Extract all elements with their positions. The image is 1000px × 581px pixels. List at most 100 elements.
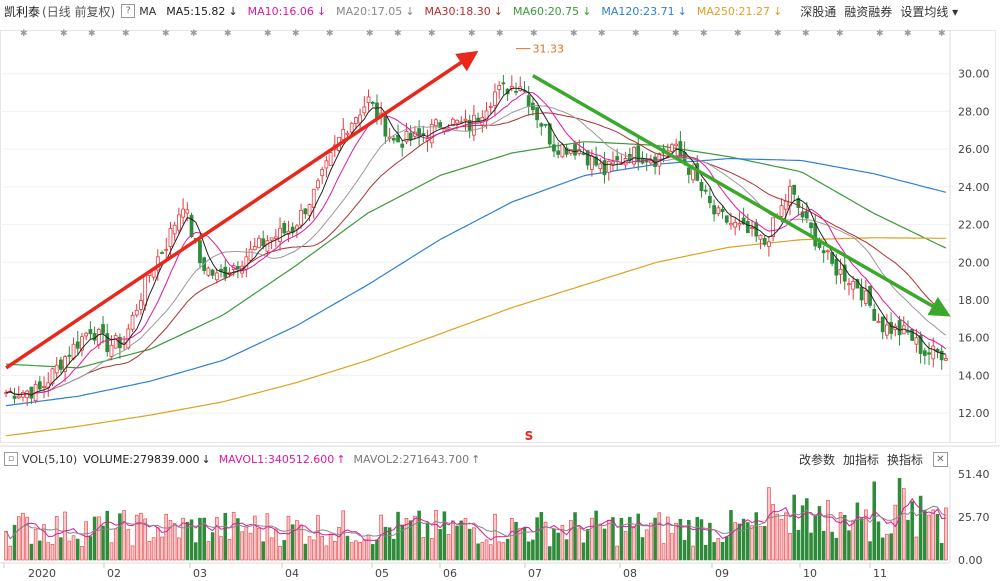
event-marker: ✱ [394,29,402,39]
volume-bar [379,514,383,561]
volume-bar [202,517,206,561]
candle-body [37,381,42,390]
volume-bar [21,512,25,561]
volume-bar [758,526,763,561]
volume-indicator[interactable]: VOL(5,10) [22,452,78,466]
candle-body [455,119,459,124]
volume-bar [480,542,485,561]
volume-bar [231,511,236,561]
candle-body [602,160,607,175]
volume-bar [623,531,628,561]
arrow-down-icon: ↓ [228,4,238,18]
edit-params-button[interactable]: 改参数 [798,452,835,467]
candle-body [206,267,211,276]
margin-trading-button[interactable]: 融资融券 [844,4,893,19]
arrow-down-icon: ↓ [405,4,415,18]
volume-bar [708,522,712,561]
candle-body [729,222,733,226]
chart-mode[interactable]: (日线 前复权) [42,4,116,19]
volume-bar [779,518,784,561]
volume-bar [193,542,198,561]
candle-body [450,118,455,126]
help-icon[interactable]: ? [121,4,136,18]
candle-body [408,132,413,141]
add-indicator-button[interactable]: 加指标 [842,452,879,467]
volume-bar [8,545,13,561]
shenzhen-connect-button[interactable]: 深股通 [800,4,837,19]
candle-body [817,242,822,248]
candle-body [50,368,55,385]
volume-bar [236,518,240,561]
close-icon[interactable]: ✕ [933,451,948,467]
volume-bar [876,521,881,561]
candle-body [345,132,350,136]
volume-bar [278,545,282,561]
volume-bar [644,529,649,561]
volume-bar [143,518,147,561]
candle-body [914,337,919,345]
volume-bar [569,520,573,561]
x-tick-label: 08 [623,567,637,580]
volume-bar [413,515,417,561]
volume-bar [295,520,299,561]
volume-bar [476,543,480,561]
switch-indicator-button[interactable]: 换指标 [886,452,923,467]
mavol2-arrow: ↑ [471,452,481,466]
candle-body [809,222,813,229]
candle-body [788,185,792,207]
candle-body [632,146,636,165]
volume-bar [750,525,754,561]
ma-legend-item: MA60:20.75 ↓ [513,5,591,18]
x-tick-label: 06 [443,567,457,580]
candle-body [733,221,738,228]
volume-collapse-icon[interactable]: ▫ [4,452,18,466]
volume-bar [497,541,501,561]
volume-bar [762,525,767,561]
volume-bar [164,513,169,561]
x-tick-label: 05 [375,567,389,580]
volume-bar [446,534,451,561]
volume-bar [320,536,324,561]
volume-bar [526,541,531,561]
stock-name[interactable]: 凯利泰 [4,4,41,19]
candle-body [636,145,641,163]
volume-bar [674,522,678,561]
candle-body [265,240,270,252]
volume-bar [257,527,261,561]
volume-bar [805,498,809,561]
volume-bar [333,540,337,561]
volume-bar [134,514,139,561]
volume-bar [80,546,84,561]
mavol1-arrow: ↑ [336,452,346,466]
volume-bar [813,514,818,561]
candle-body [109,344,114,357]
price-tick-label: 16.00 [958,332,990,345]
candle-body [278,227,282,243]
volume-bar [590,517,594,561]
ma-legend-item: MA120:23.71 ↓ [601,5,686,18]
candle-body [75,341,80,349]
candle-body [501,82,506,85]
volume-bar [354,540,358,561]
price-tick-label: 18.00 [958,294,990,307]
candle-body [699,181,704,192]
set-ma-button[interactable]: 设置均线 ▾ [900,3,958,20]
candle-body [686,167,691,175]
event-marker: ✱ [162,29,170,39]
volume-bar [269,537,274,561]
candle-body [779,205,784,217]
volume-bar [817,506,822,561]
ma-line [6,91,947,396]
candle-body [177,214,181,231]
volume-bar [130,545,135,561]
volume-bar [716,538,721,561]
candle-body [741,217,746,225]
volume-bar [628,516,632,561]
arrow-down-icon: ↓ [582,4,592,18]
event-marker: ✱ [20,29,28,39]
ma-legend-value: MA120:23.71 [601,4,675,18]
volume-bar [92,516,97,561]
volume-bar [177,537,181,561]
volume-bar [657,512,662,561]
volume-bar [703,544,708,561]
